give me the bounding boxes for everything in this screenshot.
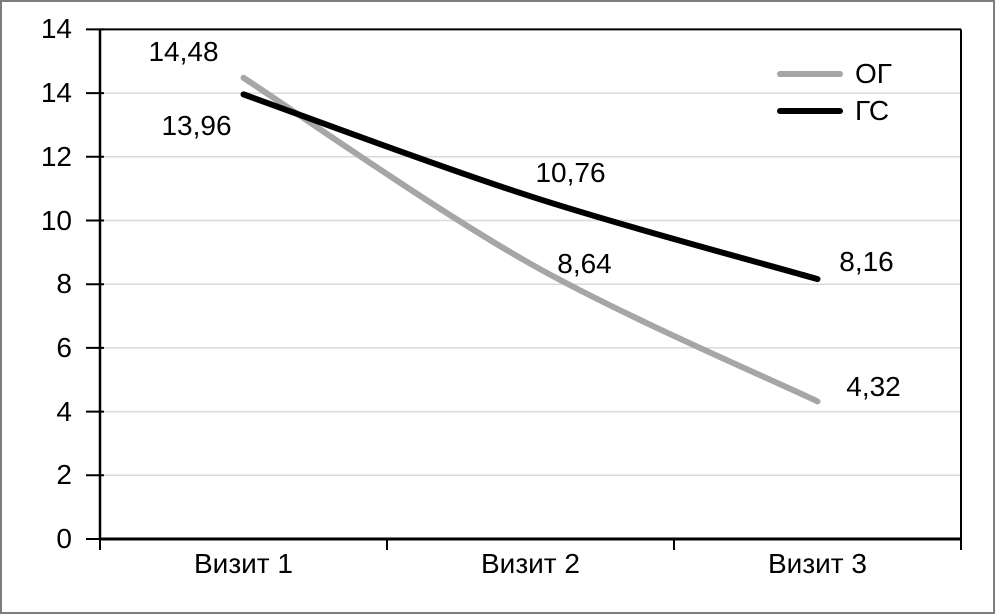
y-tick-label: 8 (56, 268, 72, 300)
gs-series-line (240, 91, 821, 283)
og-series-line (240, 74, 821, 405)
y-tick-label: 0 (56, 523, 72, 554)
legend-item-og: ОГ (777, 55, 892, 92)
gs-series-legend-label: ГС (855, 94, 890, 126)
og-series-swatch-icon (777, 70, 843, 77)
y-tick-label: 12 (40, 140, 72, 172)
data-point-label: 8,64 (557, 247, 612, 279)
chart-legend: ОГ ГС (777, 55, 892, 129)
x-category-label: Визит 3 (768, 548, 867, 579)
y-tick-label: 14 (40, 13, 72, 45)
y-tick-label: 4 (56, 395, 72, 427)
y-tick-label: 2 (56, 459, 72, 491)
legend-item-gs: ГС (777, 92, 892, 129)
gs-series-swatch-icon (777, 107, 843, 114)
y-tick-label: 14 (40, 77, 72, 109)
x-category-label: Визит 2 (481, 548, 580, 579)
y-tick-label: 6 (56, 331, 72, 363)
data-point-label: 4,32 (846, 371, 901, 403)
data-point-label: 8,16 (839, 246, 894, 278)
data-point-label: 10,76 (535, 157, 606, 189)
y-tick-label: 10 (40, 204, 72, 236)
og-series-legend-label: ОГ (855, 57, 892, 89)
data-point-label: 14,48 (148, 35, 219, 67)
x-category-label: Визит 1 (194, 548, 293, 579)
data-point-label: 13,96 (161, 110, 232, 142)
